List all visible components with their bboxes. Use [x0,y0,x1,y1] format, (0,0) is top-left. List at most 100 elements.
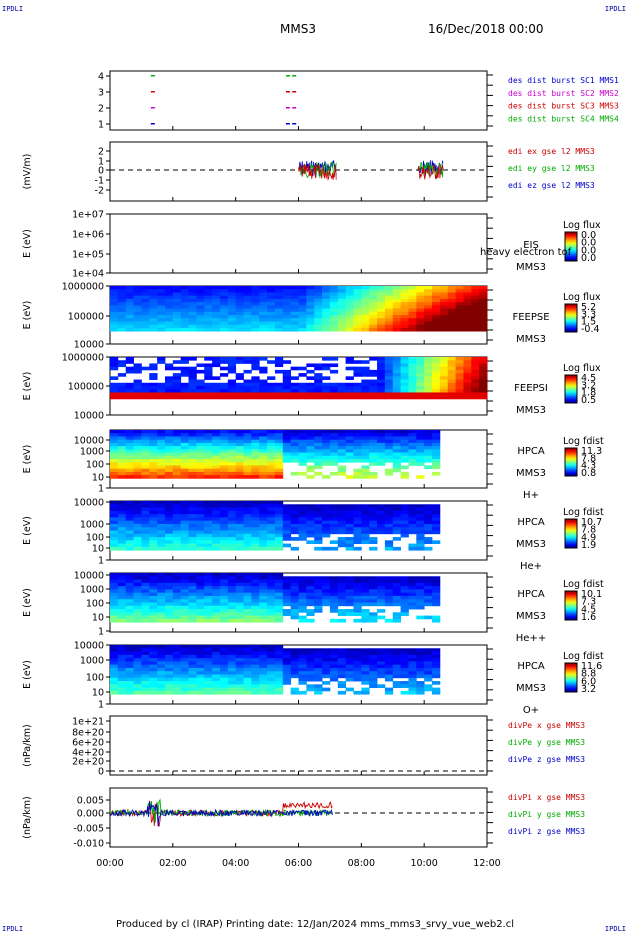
spec-cell [377,298,386,303]
spec-cell [157,436,166,441]
spec-cell [463,295,472,300]
spec-cell [471,373,480,377]
spec-cell [125,468,134,473]
spec-cell [110,376,119,380]
spec-cell [384,289,394,293]
spec-cell [219,439,229,444]
spec-cell [329,530,339,535]
spec-cell [306,324,315,329]
spec-cell [377,430,386,434]
spec-cell [329,664,339,669]
spec-cell [274,315,284,319]
panel-10-ytick-label: -0.010 [73,839,104,850]
panel-1-ytick-label: 2 [98,147,104,158]
spec-cell [243,664,252,669]
spec-cell [369,379,378,384]
spec-cell [432,292,441,297]
spec-cell [298,295,307,300]
spec-cell [392,298,402,303]
spec-cell [204,612,213,617]
spec-cell [212,586,221,590]
spec-cell [172,286,182,290]
spec-cell [314,455,323,460]
spec-cell [369,510,378,515]
page-date: 16/Dec/2018 00:00 [428,22,544,36]
spec-cell [322,507,331,512]
spec-cell [251,395,260,400]
spec-cell [408,546,417,551]
spec-cell [204,527,213,531]
spec-cell [180,654,189,659]
panel-10-frame [109,787,488,848]
spec-cell [110,514,119,518]
spec-cell [416,439,425,444]
spec-cell [353,533,362,538]
spec-cell [196,654,205,659]
spec-cell [432,471,441,476]
spec-cell [267,510,276,515]
spec-cell [188,684,197,689]
spec-cell [314,517,323,522]
spec-cell [125,612,134,617]
spec-cell [172,540,182,545]
spec-cell [369,318,378,322]
spec-cell [353,520,362,525]
spec-cell [408,452,417,457]
spec-cell [219,546,229,551]
spec-cell [282,651,292,656]
spec-cell [141,475,150,479]
spec-cell [243,667,252,672]
spec-cell [384,658,394,662]
spec-cell [251,645,260,649]
spec-cell [117,605,127,610]
spec-cell [400,366,409,371]
panel-8-label-2: O+ [523,705,539,716]
spec-cell [212,504,221,508]
spec-cell [133,286,142,290]
panel-5-colorbar-tick: 4.3 [581,461,596,472]
spec-cell [204,392,213,397]
spec-cell [416,430,425,434]
spec-cell [400,363,409,368]
spec-cell [196,430,205,434]
spec-cell [408,462,417,466]
spec-cell [172,537,182,541]
spec-cell [188,501,197,505]
spec-cell [180,533,189,538]
spec-cell [416,455,425,460]
panel-5-label-1: MMS3 [516,468,546,479]
spec-cell [455,373,464,377]
panel-10-ytick-label: 0.000 [77,809,104,820]
spec-cell [180,327,189,332]
spec-cell [196,687,205,692]
spec-cell [196,546,205,551]
spec-cell [227,289,237,293]
spec-cell [180,592,189,597]
spec-cell [384,439,394,444]
spec-cell [290,324,299,329]
spec-cell [463,298,472,303]
spec-cell [298,382,307,387]
spec-cell [259,654,268,659]
spec-cell [463,382,472,387]
spec-cell [329,433,339,437]
spec-cell [282,436,292,441]
spec-cell [188,321,197,326]
spec-cell [345,430,354,434]
spec-cell [204,595,213,600]
spec-cell [282,298,292,303]
panel-7-ytick-label: 10000 [74,571,104,582]
spec-cell [125,292,134,297]
spec-cell [400,321,409,326]
spec-cell [337,599,347,603]
spec-cell [164,298,174,303]
spec-cell [204,661,213,666]
spec-cell [463,379,472,384]
spec-cell [227,667,237,672]
spec-cell [149,664,158,669]
spec-cell [408,318,417,322]
spec-cell [274,357,284,361]
spec-cell [133,459,142,463]
spec-cell [392,373,402,377]
spec-cell [432,327,441,332]
